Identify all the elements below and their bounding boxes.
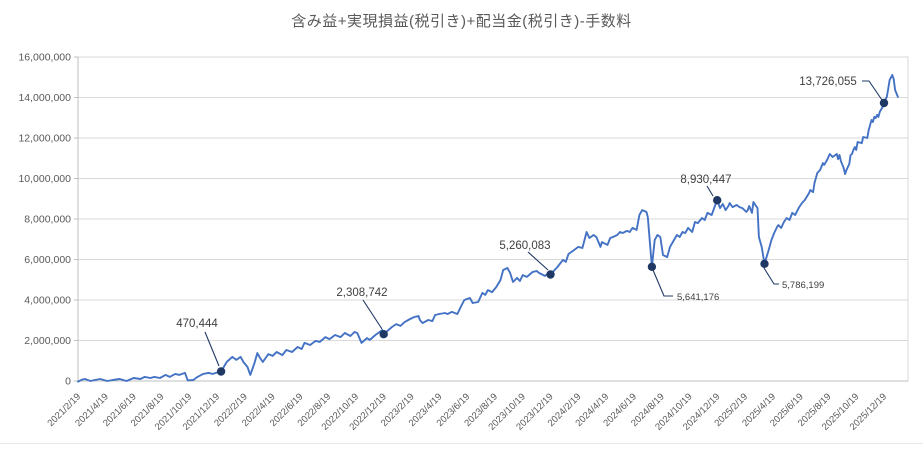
y-axis-label: 4,000,000	[24, 295, 71, 307]
data-marker	[546, 270, 555, 279]
annotation-label: 5,786,199	[782, 280, 824, 291]
annotation-label: 2,308,742	[336, 287, 387, 299]
y-axis-label: 10,000,000	[18, 173, 71, 185]
data-marker	[647, 262, 657, 271]
data-marker	[760, 259, 769, 268]
y-axis-label: 16,000,000	[18, 52, 71, 64]
data-marker	[379, 330, 388, 339]
annotation-label: 5,260,083	[499, 240, 550, 252]
annotation-label: 13,726,055	[799, 76, 857, 88]
annotation-label: 5,641,176	[677, 292, 719, 303]
annotation-label: 470,444	[176, 318, 218, 330]
annotation-leader	[362, 299, 383, 330]
series-line	[77, 74, 899, 383]
y-axis-label: 0	[65, 376, 71, 388]
y-axis-label: 6,000,000	[24, 254, 71, 266]
annotation-leader	[763, 267, 779, 285]
data-marker	[713, 196, 722, 205]
y-axis-label: 12,000,000	[18, 133, 71, 145]
data-marker	[216, 367, 226, 376]
annotation-leader	[706, 185, 714, 197]
annotation-leader	[862, 80, 883, 101]
annotation-leader	[652, 269, 673, 297]
annotation-label: 8,930,447	[680, 174, 731, 186]
y-axis-label: 14,000,000	[18, 92, 71, 104]
y-axis-label: 8,000,000	[24, 214, 71, 226]
sheet-gridline	[0, 443, 923, 444]
y-axis-label: 2,000,000	[24, 335, 71, 347]
chart-title: 含み益+実現損益(税引き)+配当金(税引き)-手数料	[291, 13, 632, 30]
annotation-leader	[204, 331, 220, 367]
annotation-leader	[527, 251, 549, 271]
data-marker	[879, 98, 889, 108]
